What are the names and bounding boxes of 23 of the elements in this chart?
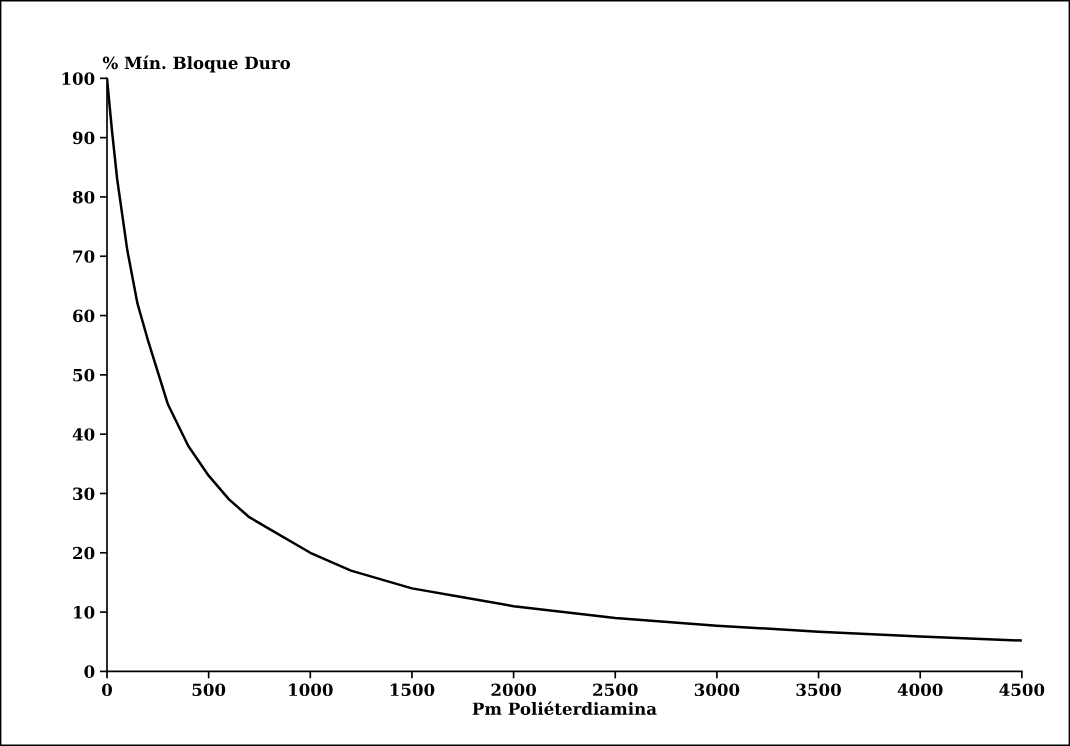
y-tick-label: 50 [73,368,95,382]
y-tick-label: 70 [73,250,95,263]
y-tick-label: 20 [73,546,95,560]
x-tick-label: 3000 [694,683,740,697]
y-tick-label: 40 [72,428,95,441]
x-tick-label: 3500 [796,683,841,697]
x-tick-label: 1000 [289,683,333,697]
y-tick-label: 10 [74,606,95,619]
x-tick-label: 4000 [897,683,943,697]
x-tick-label: 500 [192,683,226,697]
y-tick-label: 30 [73,487,95,501]
y-axis-title: % Mín. Bloque Duro [102,55,291,73]
y-tick-label: 60 [73,309,95,323]
y-tick-label: 90 [72,131,95,145]
x-tick-label: 0 [101,683,113,697]
y-tick-label: 0 [84,665,95,678]
y-tick-label: 80 [72,190,95,204]
x-tick-label: 4500 [999,683,1045,697]
y-tick-label: 100 [62,72,95,85]
x-axis-title: Pm Poliéterdiamina [472,701,657,716]
x-tick-label: 2500 [593,683,638,697]
x-tick-label: 1500 [390,683,435,697]
x-tick-label: 2000 [491,683,537,697]
